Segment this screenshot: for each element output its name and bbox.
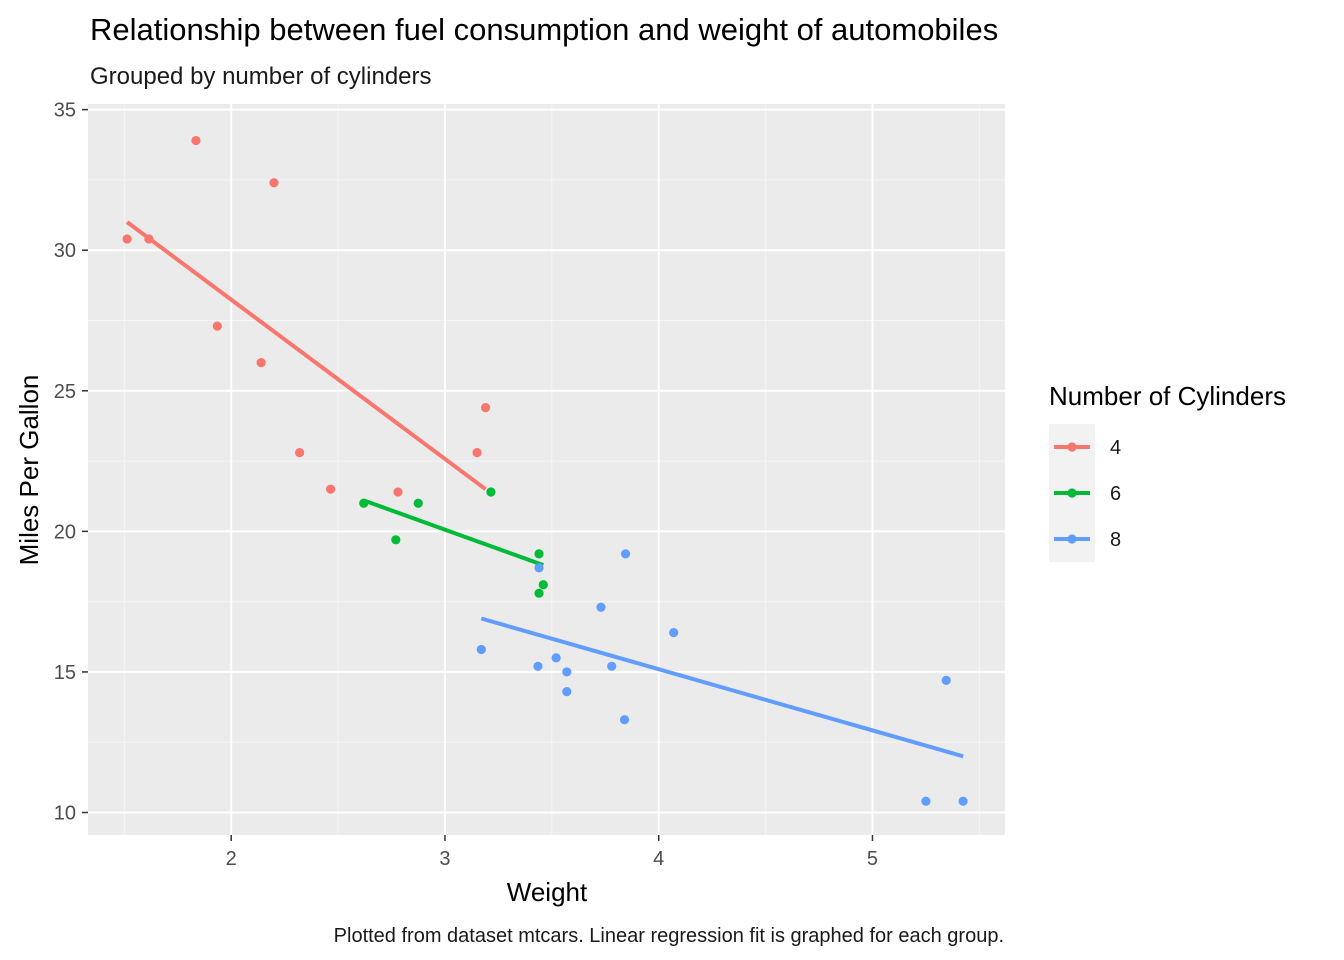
- data-point-cyl-4: [269, 178, 279, 188]
- legend-key-point-4: [1067, 442, 1077, 452]
- y-tick-label: 10: [54, 803, 76, 825]
- x-tick-label: 2: [226, 848, 237, 870]
- y-tick-label: 20: [54, 521, 76, 543]
- grid-minor: [88, 104, 1005, 835]
- data-point-cyl-8: [941, 675, 951, 685]
- chart-title: Relationship between fuel consumption an…: [90, 12, 998, 47]
- legend-label-8: 8: [1110, 529, 1121, 551]
- y-tick-label: 30: [54, 240, 76, 262]
- chart-subtitle: Grouped by number of cylinders: [90, 63, 432, 90]
- regression-lines: [125, 220, 964, 759]
- data-point-cyl-6: [538, 580, 548, 590]
- data-point-cyl-6: [534, 588, 544, 598]
- data-point-cyl-8: [620, 549, 631, 559]
- data-point-cyl-6: [359, 498, 369, 508]
- data-point-cyl-8: [921, 796, 931, 806]
- y-tick-label: 15: [54, 662, 76, 684]
- legend-key-point-8: [1067, 534, 1077, 544]
- legend-key-point-6: [1067, 488, 1077, 498]
- data-point-cyl-8: [607, 661, 617, 671]
- data-point-cyl-4: [326, 484, 336, 494]
- x-axis: 2 3 4 5: [226, 835, 878, 870]
- data-point-cyl-4: [191, 135, 201, 146]
- data-point-cyl-8: [596, 602, 606, 612]
- data-point-cyl-6: [413, 498, 423, 508]
- data-point-cyl-6: [391, 535, 401, 545]
- legend-title: Number of Cylinders: [1049, 381, 1286, 411]
- data-point-cyl-8: [669, 627, 679, 638]
- data-point-cyl-8: [533, 661, 543, 671]
- data-point-cyl-8: [562, 667, 572, 677]
- x-tick-label: 4: [653, 848, 664, 870]
- data-point-cyl-8: [958, 796, 968, 806]
- data-point-cyl-4: [393, 487, 403, 497]
- plot-panel: [88, 104, 1005, 835]
- data-point-cyl-8: [476, 644, 486, 655]
- data-points: [122, 135, 968, 806]
- y-tick-label: 35: [54, 100, 76, 122]
- data-point-cyl-4: [122, 234, 132, 244]
- x-tick-label: 3: [439, 848, 450, 870]
- data-point-cyl-8: [534, 563, 544, 573]
- data-point-cyl-4: [472, 448, 482, 458]
- y-axis-title: Miles Per Gallon: [14, 375, 44, 566]
- data-point-cyl-4: [256, 358, 266, 368]
- regression-line-cyl-4: [125, 220, 487, 491]
- x-tick-label: 5: [867, 848, 878, 870]
- data-point-cyl-4: [480, 403, 491, 413]
- data-point-cyl-6: [534, 549, 544, 559]
- data-point-cyl-8: [562, 687, 572, 697]
- data-point-cyl-6: [486, 487, 496, 497]
- data-point-cyl-4: [144, 234, 154, 244]
- y-axis: 10 15 20 25 30 35: [54, 100, 88, 825]
- legend-label-4: 4: [1110, 437, 1121, 459]
- regression-line-cyl-6: [363, 498, 544, 567]
- chart-caption: Plotted from dataset mtcars. Linear regr…: [334, 925, 1004, 947]
- data-point-cyl-4: [295, 448, 305, 458]
- legend: Number of Cylinders 4 6 8: [1049, 381, 1286, 562]
- x-axis-title: Weight: [507, 877, 588, 907]
- data-point-cyl-8: [619, 715, 630, 725]
- data-point-cyl-4: [212, 321, 222, 331]
- data-point-cyl-8: [551, 653, 561, 663]
- y-tick-label: 25: [54, 381, 76, 403]
- regression-line-cyl-8: [480, 616, 964, 759]
- grid-major: [88, 104, 1005, 835]
- legend-label-6: 6: [1110, 483, 1121, 505]
